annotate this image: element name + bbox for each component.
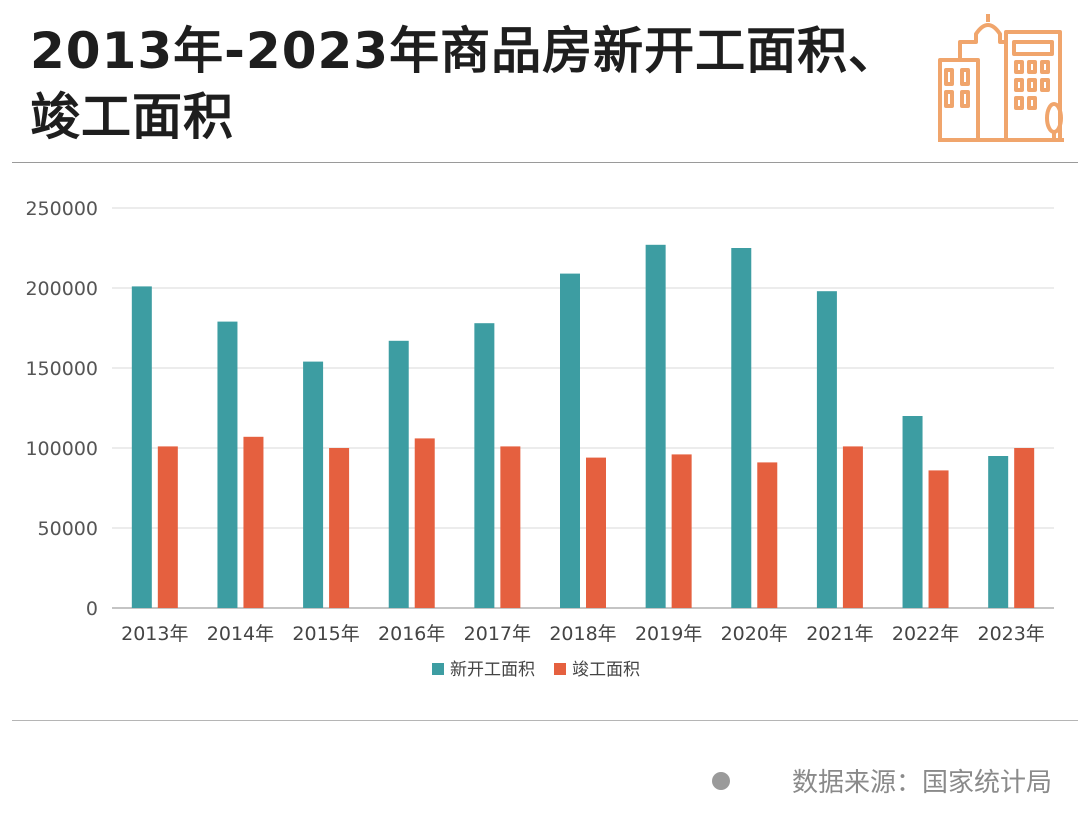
- bar-completed: [414, 438, 435, 608]
- bar-new-start: [474, 323, 495, 608]
- bullet-dot-icon: [711, 771, 730, 790]
- x-tick-label: 2019年: [635, 623, 702, 645]
- bar-completed: [1014, 448, 1035, 608]
- legend-swatch: [554, 663, 566, 675]
- legend-swatch: [432, 663, 444, 675]
- bar-new-start: [988, 456, 1009, 608]
- bar-completed: [586, 457, 606, 608]
- x-tick-label: 2020年: [721, 623, 788, 645]
- bar-new-start: [902, 416, 923, 608]
- top-divider: [12, 162, 1078, 163]
- city-buildings-icon: [938, 14, 1064, 142]
- bar-completed: [157, 446, 178, 608]
- x-tick-label: 2023年: [978, 623, 1045, 645]
- bar-completed: [671, 454, 692, 608]
- bar-new-start: [645, 244, 666, 609]
- y-tick-label: 100000: [25, 438, 98, 460]
- bar-chart: 0 50000 100000 150000 200000 250000 2013年 2014年…: [25, 198, 1054, 680]
- x-tick-label: 2013年: [121, 623, 188, 645]
- bar-completed: [243, 436, 264, 608]
- bar-completed: [928, 470, 949, 608]
- bar-completed: [500, 446, 521, 608]
- bar-completed: [329, 448, 350, 608]
- x-tick-label: 2014年: [207, 623, 274, 645]
- bar-completed: [842, 446, 863, 608]
- bar-new-start: [303, 361, 324, 608]
- bar-new-start: [388, 340, 409, 608]
- y-tick-label: 250000: [25, 198, 98, 220]
- bottom-divider: [12, 720, 1078, 721]
- x-tick-label: 2016年: [378, 623, 445, 645]
- bar-new-start: [217, 321, 238, 608]
- bar-new-start: [131, 286, 152, 608]
- chart-title: 2013年-2023年商品房新开工面积、竣工面积: [30, 22, 900, 146]
- y-tick-label: 50000: [38, 518, 98, 540]
- bar-new-start: [560, 273, 580, 608]
- x-tick-label: 2015年: [292, 623, 359, 645]
- bar-completed: [757, 462, 778, 608]
- x-tick-label: 2018年: [549, 623, 616, 645]
- x-tick-label: 2022年: [892, 623, 959, 645]
- x-tick-label: 2017年: [464, 623, 531, 645]
- legend-label: 竣工面积: [572, 660, 640, 680]
- bar-new-start: [816, 291, 837, 608]
- legend-label: 新开工面积: [450, 660, 535, 680]
- y-tick-label: 150000: [25, 358, 98, 380]
- source-text: 数据来源：国家统计局: [791, 768, 1052, 798]
- source-note: 数据来源：国家统计局: [711, 762, 1052, 799]
- bar-new-start: [731, 248, 752, 608]
- y-tick-label: 0: [86, 598, 98, 620]
- y-tick-label: 200000: [25, 278, 98, 300]
- x-tick-label: 2021年: [806, 623, 873, 645]
